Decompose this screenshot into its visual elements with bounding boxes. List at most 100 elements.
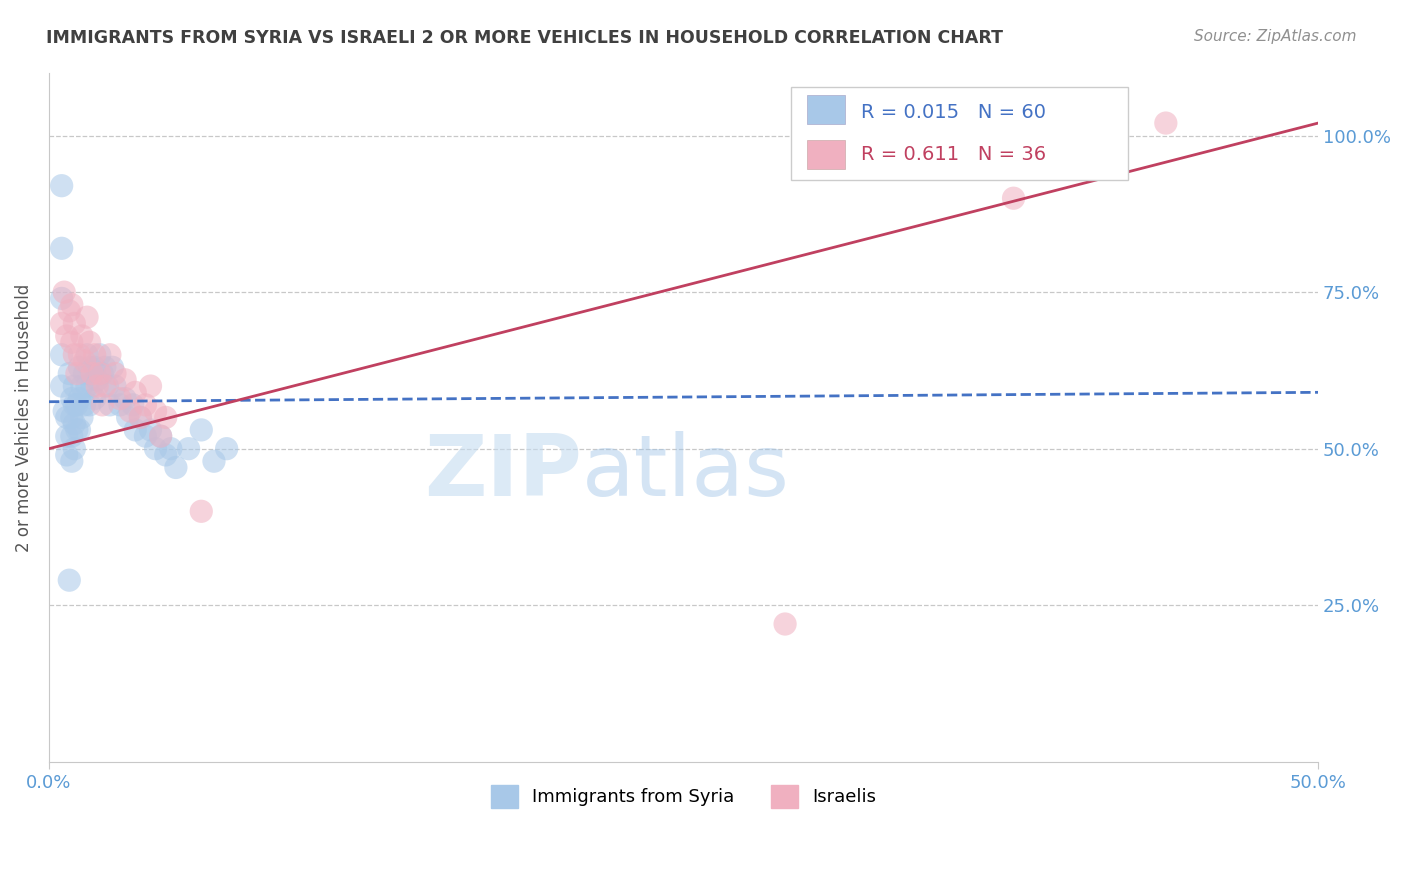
Point <box>165 460 187 475</box>
Point <box>63 398 86 412</box>
Text: IMMIGRANTS FROM SYRIA VS ISRAELI 2 OR MORE VEHICLES IN HOUSEHOLD CORRELATION CHA: IMMIGRANTS FROM SYRIA VS ISRAELI 2 OR MO… <box>46 29 1004 46</box>
Point <box>149 429 172 443</box>
Point <box>83 360 105 375</box>
Point <box>58 367 80 381</box>
Point <box>177 442 200 456</box>
Point <box>60 410 83 425</box>
Point <box>773 617 796 632</box>
Point <box>86 379 108 393</box>
Point <box>51 241 73 255</box>
Point <box>98 348 121 362</box>
Point <box>79 335 101 350</box>
Point <box>83 348 105 362</box>
Point <box>114 373 136 387</box>
Point <box>67 348 90 362</box>
Text: atlas: atlas <box>582 431 790 514</box>
Point <box>129 410 152 425</box>
Point <box>58 573 80 587</box>
Point <box>120 404 142 418</box>
FancyBboxPatch shape <box>792 87 1128 180</box>
Point <box>124 423 146 437</box>
Text: ZIP: ZIP <box>425 431 582 514</box>
Text: R = 0.611   N = 36: R = 0.611 N = 36 <box>862 145 1046 164</box>
Point <box>53 404 76 418</box>
Point <box>76 310 98 325</box>
Point <box>58 304 80 318</box>
Point <box>134 398 156 412</box>
Point <box>121 398 143 412</box>
Point <box>79 360 101 375</box>
Point <box>82 367 104 381</box>
Point <box>73 398 96 412</box>
Point <box>96 379 118 393</box>
Legend: Immigrants from Syria, Israelis: Immigrants from Syria, Israelis <box>484 778 883 814</box>
Point <box>73 367 96 381</box>
Point <box>73 354 96 368</box>
Point <box>60 298 83 312</box>
Point <box>67 392 90 406</box>
Point <box>129 410 152 425</box>
Point <box>86 373 108 387</box>
Point <box>55 448 77 462</box>
Point <box>51 292 73 306</box>
Point <box>145 404 167 418</box>
Point <box>1154 116 1177 130</box>
Point <box>67 360 90 375</box>
Point <box>67 423 90 437</box>
Point <box>79 398 101 412</box>
Point <box>51 317 73 331</box>
Point <box>159 442 181 456</box>
Point <box>104 379 127 393</box>
Point <box>117 410 139 425</box>
Bar <box>807 140 845 169</box>
Point <box>51 379 73 393</box>
Point <box>60 429 83 443</box>
Point <box>94 360 117 375</box>
Point <box>139 379 162 393</box>
Point <box>53 285 76 300</box>
Point <box>63 317 86 331</box>
Point <box>145 442 167 456</box>
Point <box>51 178 73 193</box>
Text: Source: ZipAtlas.com: Source: ZipAtlas.com <box>1194 29 1357 44</box>
Point <box>70 329 93 343</box>
Text: R = 0.015   N = 60: R = 0.015 N = 60 <box>862 103 1046 122</box>
Point <box>108 392 131 406</box>
Point <box>60 392 83 406</box>
Point <box>66 398 89 412</box>
Point <box>60 335 83 350</box>
Point <box>51 348 73 362</box>
Point <box>60 454 83 468</box>
Point <box>55 429 77 443</box>
Point <box>108 398 131 412</box>
Point <box>76 379 98 393</box>
Point <box>82 379 104 393</box>
Point <box>134 429 156 443</box>
Point <box>89 367 111 381</box>
Point <box>202 454 225 468</box>
Point <box>55 410 77 425</box>
Point <box>63 379 86 393</box>
Point <box>63 417 86 431</box>
Point <box>91 367 114 381</box>
Point <box>55 329 77 343</box>
Point <box>63 348 86 362</box>
Point <box>104 367 127 381</box>
Point <box>155 448 177 462</box>
Point <box>98 398 121 412</box>
Point <box>149 429 172 443</box>
Point <box>190 423 212 437</box>
Point <box>215 442 238 456</box>
Point <box>66 423 89 437</box>
Point <box>89 348 111 362</box>
Point <box>63 442 86 456</box>
Point <box>190 504 212 518</box>
Point <box>94 379 117 393</box>
Point <box>124 385 146 400</box>
Point <box>139 423 162 437</box>
Point <box>114 392 136 406</box>
Bar <box>807 95 845 124</box>
Point <box>70 410 93 425</box>
Point <box>1002 191 1025 205</box>
Point <box>91 398 114 412</box>
